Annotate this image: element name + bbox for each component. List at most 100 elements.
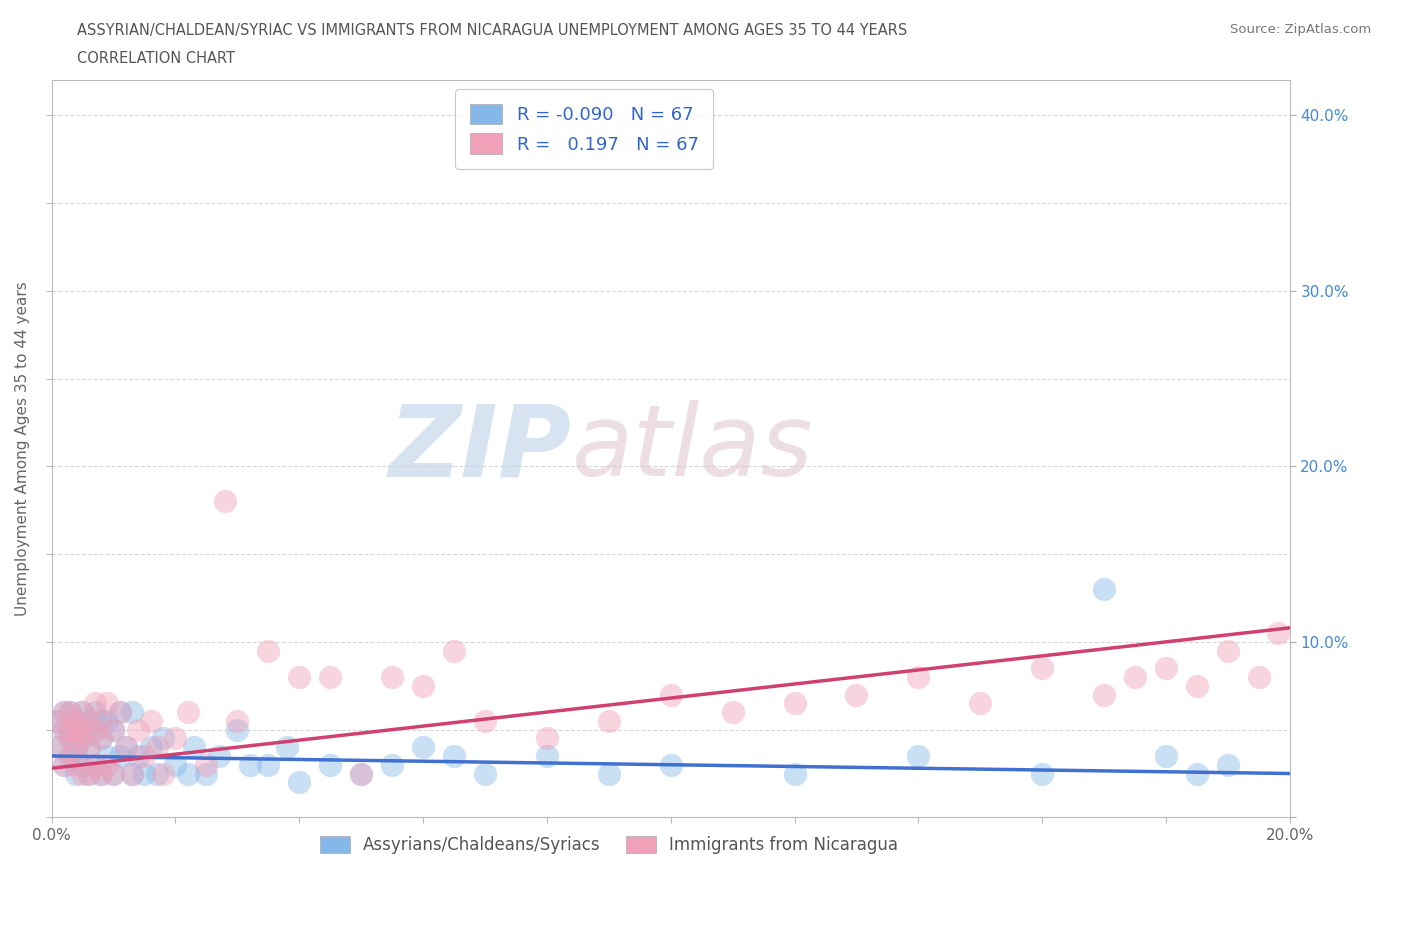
Point [474,713,496,728]
Point [52,723,75,737]
Point [1092,687,1115,702]
Point [127,723,149,737]
Point [46,739,69,754]
Point [1247,670,1270,684]
Point [77,713,100,728]
Point [103,766,125,781]
Point [83,757,105,772]
Point [127,749,149,764]
Point [96,713,118,728]
Point [46,739,69,754]
Point [1123,670,1146,684]
Point [96,696,118,711]
Point [208,749,231,764]
Point [319,670,342,684]
Point [598,713,620,728]
Point [72,757,94,772]
Point [152,731,174,746]
Point [103,723,125,737]
Point [114,739,136,754]
Point [257,757,280,772]
Point [1185,766,1208,781]
Point [96,749,118,764]
Point [659,687,682,702]
Point [1154,660,1177,675]
Point [177,766,200,781]
Point [59,731,82,746]
Point [59,705,82,720]
Point [146,766,169,781]
Point [257,644,280,658]
Point [1267,626,1289,641]
Point [65,713,87,728]
Point [77,766,100,781]
Point [139,713,162,728]
Point [195,757,218,772]
Point [46,713,69,728]
Point [177,705,200,720]
Point [1216,644,1239,658]
Point [139,739,162,754]
Point [134,749,156,764]
Point [72,723,94,737]
Point [443,644,465,658]
Point [121,766,143,781]
Point [1031,766,1053,781]
Point [536,731,558,746]
Point [52,723,75,737]
Point [65,725,87,740]
Point [350,766,373,781]
Point [108,705,131,720]
Point [90,713,112,728]
Point [90,766,112,781]
Point [52,705,75,720]
Point [659,757,682,772]
Point [288,775,311,790]
Point [134,766,156,781]
Point [239,757,262,772]
Text: CORRELATION CHART: CORRELATION CHART [77,51,235,66]
Point [90,731,112,746]
Point [83,723,105,737]
Point [96,757,118,772]
Point [83,696,105,711]
Point [226,713,249,728]
Point [52,705,75,720]
Point [165,731,187,746]
Point [59,723,82,737]
Point [907,670,929,684]
Point [381,757,404,772]
Point [72,766,94,781]
Point [412,678,434,693]
Point [907,749,929,764]
Point [72,705,94,720]
Point [65,739,87,754]
Point [443,749,465,764]
Text: atlas: atlas [572,400,813,498]
Point [783,766,806,781]
Point [721,705,744,720]
Legend: Assyrians/Chaldeans/Syriacs, Immigrants from Nicaragua: Assyrians/Chaldeans/Syriacs, Immigrants … [314,830,904,860]
Point [83,723,105,737]
Point [65,757,87,772]
Point [59,731,82,746]
Point [183,739,205,754]
Point [83,705,105,720]
Point [1216,757,1239,772]
Point [72,723,94,737]
Point [381,670,404,684]
Point [350,766,373,781]
Point [72,731,94,746]
Point [146,739,169,754]
Point [90,731,112,746]
Point [90,713,112,728]
Point [46,713,69,728]
Point [845,687,868,702]
Point [1031,660,1053,675]
Point [1092,582,1115,597]
Text: Source: ZipAtlas.com: Source: ZipAtlas.com [1230,23,1371,36]
Point [969,696,991,711]
Point [52,757,75,772]
Text: ZIP: ZIP [388,400,572,498]
Point [77,739,100,754]
